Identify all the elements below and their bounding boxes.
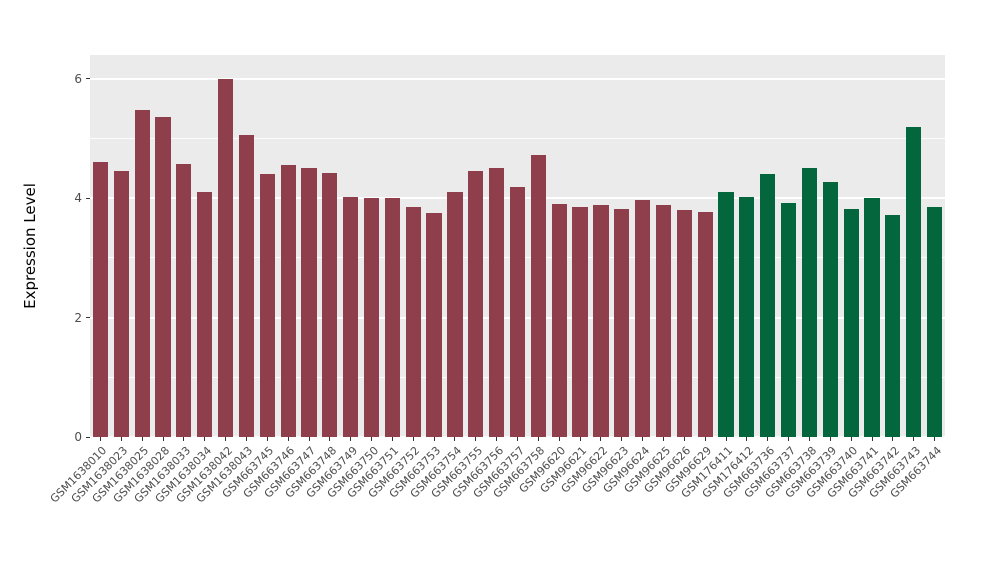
x-tick-mark	[496, 437, 498, 441]
bar-GSM1638010	[92, 162, 109, 437]
x-tick-mark	[829, 437, 831, 441]
bar-GSM96629	[697, 212, 713, 437]
x-tick-mark	[809, 437, 810, 441]
x-tick-mark	[871, 437, 873, 441]
bar-GSM663742	[885, 215, 901, 437]
bar-GSM96625	[655, 204, 672, 437]
x-tick-mark	[162, 437, 164, 441]
bar-GSM663754	[447, 191, 463, 437]
x-tick-mark	[621, 437, 623, 441]
bar-GSM1638034	[197, 192, 213, 437]
bar-GSM1638043	[238, 135, 254, 437]
bar-GSM1638033	[176, 163, 192, 437]
x-tick-mark	[746, 437, 748, 441]
bar-GSM1638025	[134, 109, 150, 437]
bar-GSM96621	[572, 206, 588, 437]
bar-GSM176412	[739, 196, 755, 437]
bar-GSM663756	[489, 167, 505, 437]
bar-GSM663757	[509, 186, 526, 437]
bar-GSM96620	[551, 203, 567, 437]
bar-GSM663745	[259, 173, 275, 437]
x-tick-mark	[308, 437, 310, 441]
y-tick-mark	[86, 317, 90, 319]
x-tick-mark	[204, 437, 206, 441]
bar-GSM96626	[676, 209, 692, 437]
bar-GSM663753	[426, 212, 442, 437]
bar-GSM663740	[843, 209, 859, 437]
plot-panel	[90, 55, 945, 438]
bar-GSM663741	[864, 197, 880, 437]
x-tick-mark	[287, 437, 289, 441]
bar-GSM663751	[384, 197, 400, 437]
bar-GSM96622	[593, 204, 609, 437]
x-tick-mark	[391, 437, 393, 441]
x-tick-mark	[475, 437, 477, 441]
bar-GSM663738	[801, 168, 818, 437]
bar-GSM1638042	[217, 78, 234, 437]
bar-GSM1638023	[113, 171, 129, 437]
bar-GSM663755	[468, 170, 484, 437]
bar-GSM663750	[363, 198, 380, 437]
x-tick-mark	[329, 437, 331, 441]
bar-GSM663752	[405, 206, 421, 437]
y-tick-label-2: 2	[74, 310, 82, 325]
gridline-major	[90, 77, 945, 80]
y-tick-label-6: 6	[74, 71, 82, 86]
x-tick-mark	[183, 437, 185, 441]
x-tick-mark	[245, 437, 247, 441]
bar-GSM176411	[718, 192, 734, 437]
x-tick-mark	[913, 437, 915, 441]
bar-GSM96623	[614, 209, 630, 437]
bar-GSM663736	[760, 174, 776, 437]
y-axis-title: Expression Level	[21, 183, 39, 309]
bar-GSM1638028	[155, 117, 171, 437]
x-tick-mark	[350, 437, 352, 441]
x-tick-mark	[788, 437, 790, 441]
bar-GSM663746	[280, 164, 296, 437]
x-tick-mark	[725, 437, 727, 441]
bar-GSM663737	[780, 203, 797, 437]
x-tick-mark	[558, 437, 560, 441]
y-tick-mark	[86, 436, 90, 438]
gridline-minor	[90, 138, 945, 140]
x-tick-mark	[433, 437, 435, 441]
x-tick-mark	[537, 437, 539, 441]
bar-GSM663758	[530, 154, 546, 437]
y-tick-mark	[86, 197, 90, 199]
x-tick-mark	[225, 437, 226, 441]
x-tick-mark	[517, 437, 518, 441]
x-tick-mark	[266, 437, 268, 441]
x-tick-mark	[892, 437, 894, 441]
y-tick-label-0: 0	[74, 430, 82, 444]
x-tick-mark	[600, 437, 602, 441]
x-tick-mark	[850, 437, 852, 441]
bar-GSM663744	[926, 206, 943, 437]
bar-GSM663743	[906, 127, 922, 437]
x-tick-mark	[120, 437, 122, 441]
x-tick-mark	[934, 437, 936, 441]
x-tick-mark	[141, 437, 143, 441]
bar-GSM663739	[822, 182, 838, 437]
x-tick-mark	[99, 437, 101, 441]
x-tick-mark	[371, 437, 372, 441]
x-tick-mark	[683, 437, 685, 441]
x-tick-mark	[767, 437, 769, 441]
bar-GSM663749	[343, 196, 359, 437]
x-tick-mark	[642, 437, 644, 441]
x-tick-mark	[412, 437, 414, 441]
bar-GSM663748	[322, 173, 338, 437]
x-tick-mark	[579, 437, 581, 441]
bar-GSM663747	[301, 167, 317, 437]
bar-GSM96624	[635, 200, 651, 437]
y-tick-mark	[86, 78, 90, 80]
y-tick-label-4: 4	[74, 191, 82, 206]
x-tick-mark	[704, 437, 706, 441]
x-tick-mark	[663, 437, 664, 441]
x-tick-mark	[454, 437, 456, 441]
